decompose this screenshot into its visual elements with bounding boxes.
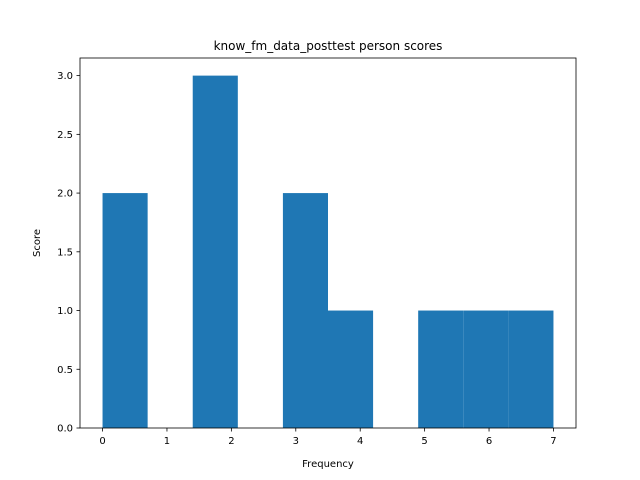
chart-title: know_fm_data_posttest person scores bbox=[214, 39, 443, 53]
y-tick-label: 0.0 bbox=[57, 424, 73, 435]
histogram-bar bbox=[463, 310, 509, 428]
y-tick-label: 3.0 bbox=[57, 71, 73, 82]
x-axis-ticks: 0 1 2 3 4 5 6 7 bbox=[99, 428, 557, 447]
y-tick-label: 1.0 bbox=[57, 306, 73, 317]
x-tick-label: 1 bbox=[164, 436, 170, 447]
plot-area-frame bbox=[79, 57, 577, 429]
x-tick-label: 5 bbox=[421, 436, 427, 447]
y-tick-label: 2.0 bbox=[57, 189, 73, 200]
x-tick-label: 3 bbox=[293, 436, 299, 447]
x-tick-label: 6 bbox=[486, 436, 492, 447]
x-tick-label: 7 bbox=[550, 436, 556, 447]
histogram-bar bbox=[508, 310, 554, 428]
y-axis-ticks: 0.0 0.5 1.0 1.5 2.0 2.5 3.0 bbox=[57, 71, 80, 435]
y-tick-label: 0.5 bbox=[57, 365, 73, 376]
bars-group bbox=[102, 75, 554, 428]
y-tick-label: 2.5 bbox=[57, 130, 73, 141]
histogram-bar bbox=[418, 310, 464, 428]
histogram-bar bbox=[282, 193, 328, 428]
y-axis-label: Score bbox=[32, 229, 43, 257]
x-tick-label: 4 bbox=[357, 436, 363, 447]
x-axis-label: Frequency bbox=[302, 459, 354, 470]
y-tick-label: 1.5 bbox=[57, 247, 73, 258]
x-tick-label: 0 bbox=[99, 436, 105, 447]
histogram-bar bbox=[102, 193, 148, 428]
histogram-bar bbox=[192, 75, 238, 428]
histogram-bar bbox=[328, 310, 374, 428]
x-tick-label: 2 bbox=[228, 436, 234, 447]
